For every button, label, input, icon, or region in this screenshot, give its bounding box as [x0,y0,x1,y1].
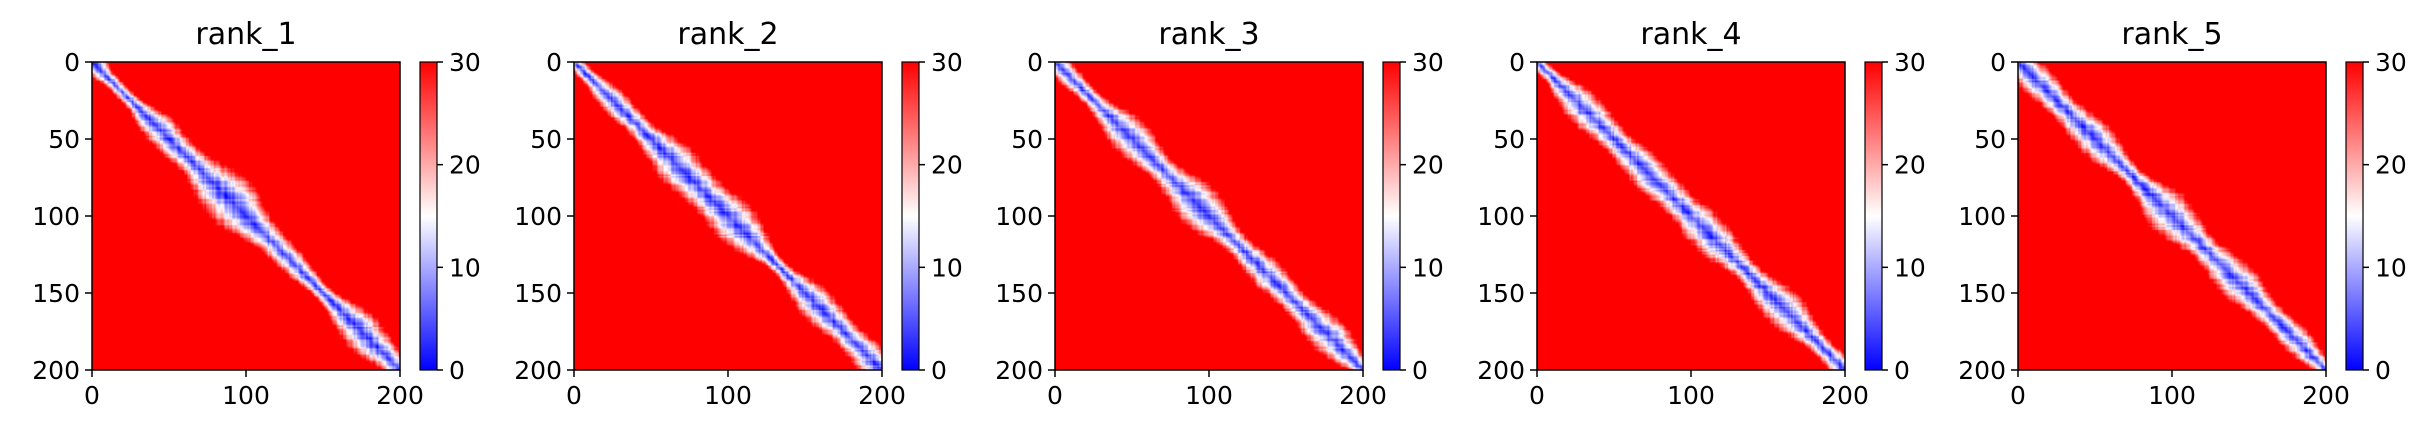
colorbar-tick-label: 30 [2375,48,2407,77]
y-tick-label: 50 [530,125,562,154]
colorbar [419,61,438,371]
y-tick-label: 0 [546,48,562,77]
colorbar-tick-label: 30 [449,48,481,77]
x-tick-label: 200 [2302,381,2350,410]
y-tick-label: 100 [1477,202,1525,231]
chart-title: rank_2 [677,17,778,52]
colorbar-tick-label: 10 [1412,253,1444,282]
x-tick-label: 0 [84,381,100,410]
heatmap-image [92,62,400,370]
y-tick-label: 100 [995,202,1043,231]
colorbar [2345,61,2364,371]
colorbar [1382,61,1401,371]
y-tick-label: 50 [1493,125,1525,154]
colorbar-tick-label: 0 [1412,356,1428,385]
colorbar-tick-label: 0 [1894,356,1910,385]
x-tick-label: 100 [222,381,270,410]
y-tick-label: 0 [64,48,80,77]
colorbar [1863,61,1883,371]
heatmap-image [2018,62,2326,370]
x-tick-label: 100 [2148,381,2196,410]
colorbar-tick-label: 10 [1894,253,1926,282]
colorbar-tick-label: 20 [449,151,481,180]
chart-title: rank_3 [1158,17,1259,52]
colorbar-tick-label: 20 [2375,151,2407,180]
y-tick-label: 150 [1477,279,1525,308]
colorbar-tick-label: 30 [1894,48,1926,77]
x-tick-label: 200 [858,381,906,410]
x-tick-label: 200 [1821,381,1869,410]
colorbar-tick-label: 0 [2375,356,2391,385]
y-tick-label: 100 [32,202,80,231]
y-tick-label: 200 [1958,356,2006,385]
y-tick-label: 0 [1990,48,2006,77]
heatmap-panel-2: rank_2 0 100 200 0 50 100 150 200 0 10 20 30 [482,0,969,438]
y-tick-label: 100 [1958,202,2006,231]
colorbar [900,61,920,371]
heatmap-panel-1: rank_1 0 100 200 0 50 100 150 200 0 10 20 30 [0,0,487,438]
y-tick-label: 150 [995,279,1043,308]
x-tick-label: 0 [1529,381,1545,410]
x-tick-label: 200 [376,381,424,410]
heatmap-panel-3: rank_3 0 100 200 0 50 100 150 200 0 10 20 30 [963,0,1450,438]
y-tick-label: 150 [514,279,562,308]
y-tick-label: 200 [32,356,80,385]
x-tick-label: 200 [1339,381,1387,410]
colorbar-tick-label: 10 [449,253,481,282]
x-tick-label: 100 [1185,381,1233,410]
colorbar-tick-label: 30 [1412,48,1444,77]
x-tick-label: 0 [2010,381,2026,410]
colorbar-tick-label: 10 [931,253,963,282]
chart-title: rank_5 [2121,17,2222,52]
y-tick-label: 50 [1011,125,1043,154]
heatmap-image [573,62,882,370]
heatmap-panel-4: rank_4 0 100 200 0 50 100 150 200 0 10 20 30 [1445,0,1932,438]
x-tick-label: 0 [566,381,582,410]
chart-title: rank_4 [1640,17,1741,52]
x-tick-label: 100 [1667,381,1715,410]
colorbar-tick-label: 0 [931,356,947,385]
x-tick-label: 100 [704,381,752,410]
y-tick-label: 200 [1477,356,1525,385]
y-tick-label: 100 [514,202,562,231]
colorbar-tick-label: 20 [931,151,963,180]
y-tick-label: 150 [1958,279,2006,308]
colorbar-tick-label: 20 [1894,151,1926,180]
y-tick-label: 50 [1974,125,2006,154]
colorbar-tick-label: 20 [1412,151,1444,180]
y-tick-label: 200 [995,356,1043,385]
heatmap-panel-5: rank_5 0 100 200 0 50 100 150 200 0 10 20 30 [1926,0,2413,438]
chart-title: rank_1 [195,17,296,52]
y-tick-label: 0 [1509,48,1525,77]
heatmap-image [1536,62,1845,370]
colorbar-tick-label: 0 [449,356,465,385]
colorbar-tick-label: 30 [931,48,963,77]
y-tick-label: 150 [32,279,80,308]
y-tick-label: 0 [1027,48,1043,77]
y-tick-label: 50 [48,125,80,154]
colorbar-tick-label: 10 [2375,253,2407,282]
x-tick-label: 0 [1047,381,1063,410]
heatmap-image [1055,62,1363,370]
y-tick-label: 200 [514,356,562,385]
